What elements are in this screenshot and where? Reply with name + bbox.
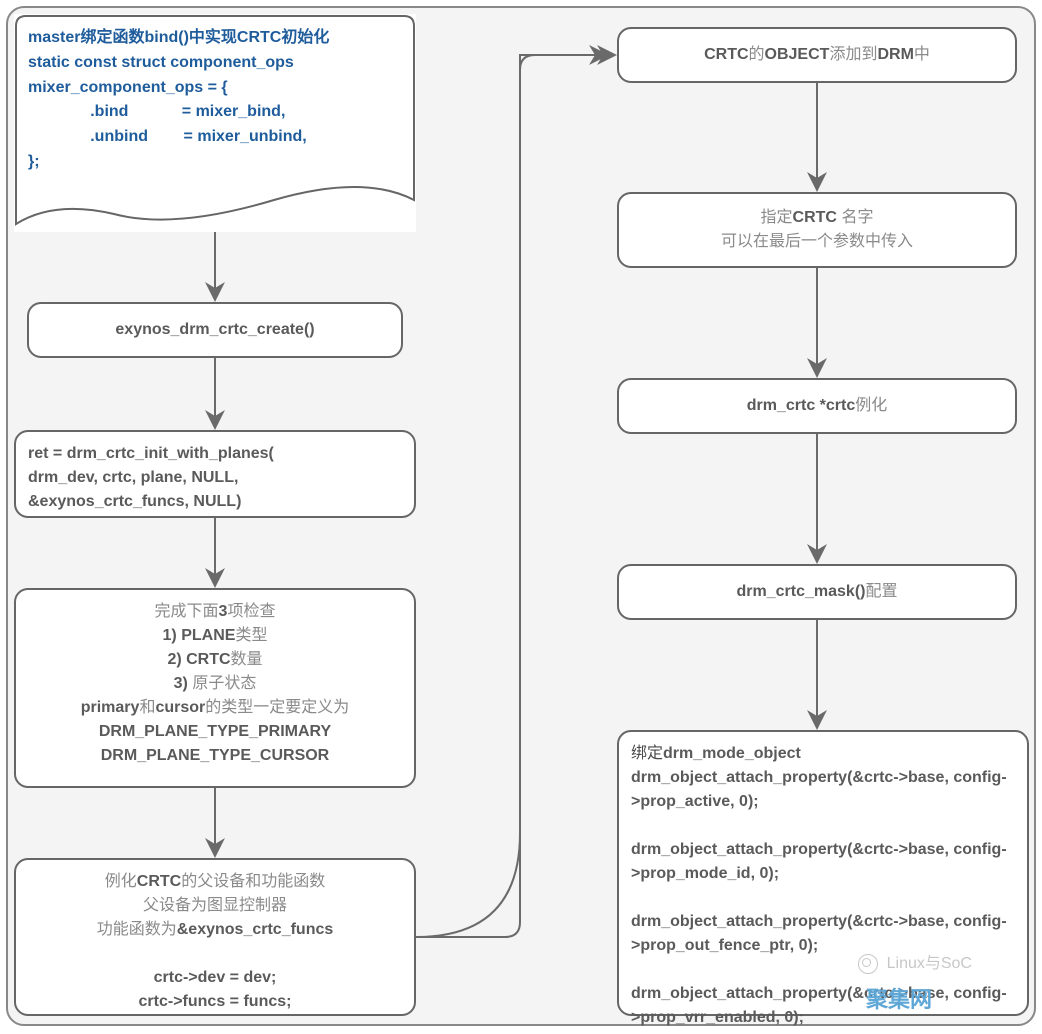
node-bind-init-text: master绑定函数bind()中实现CRTC初始化 static const … bbox=[28, 26, 402, 175]
node-exynos-create-text: exynos_drm_crtc_create() bbox=[115, 318, 314, 342]
node-exynos-create: exynos_drm_crtc_create() bbox=[27, 302, 403, 358]
node-add-object: CRTC的OBJECT添加到DRM中 bbox=[617, 27, 1017, 83]
wechat-watermark-text: Linux与SoC bbox=[887, 955, 972, 972]
footer-watermark-text: 聚集网 bbox=[866, 987, 932, 1012]
node-checks: 完成下面3项检查1) PLANE类型2) CRTC数量3) 原子状态primar… bbox=[14, 588, 416, 788]
node-bind-init: master绑定函数bind()中实现CRTC初始化 static const … bbox=[14, 14, 416, 232]
node-crtc-mask: drm_crtc_mask()配置 bbox=[617, 564, 1017, 620]
node-crtc-instance: drm_crtc *crtc例化 bbox=[617, 378, 1017, 434]
node-instantiate: 例化CRTC的父设备和功能函数父设备为图显控制器功能函数为&exynos_crt… bbox=[14, 858, 416, 1016]
wechat-watermark: Linux与SoC bbox=[858, 949, 972, 974]
node-init-with-planes: ret = drm_crtc_init_with_planes( drm_dev… bbox=[14, 430, 416, 518]
node-crtc-name: 指定CRTC 名字可以在最后一个参数中传入 bbox=[617, 192, 1017, 268]
footer-watermark: 聚集网 bbox=[866, 982, 932, 1014]
